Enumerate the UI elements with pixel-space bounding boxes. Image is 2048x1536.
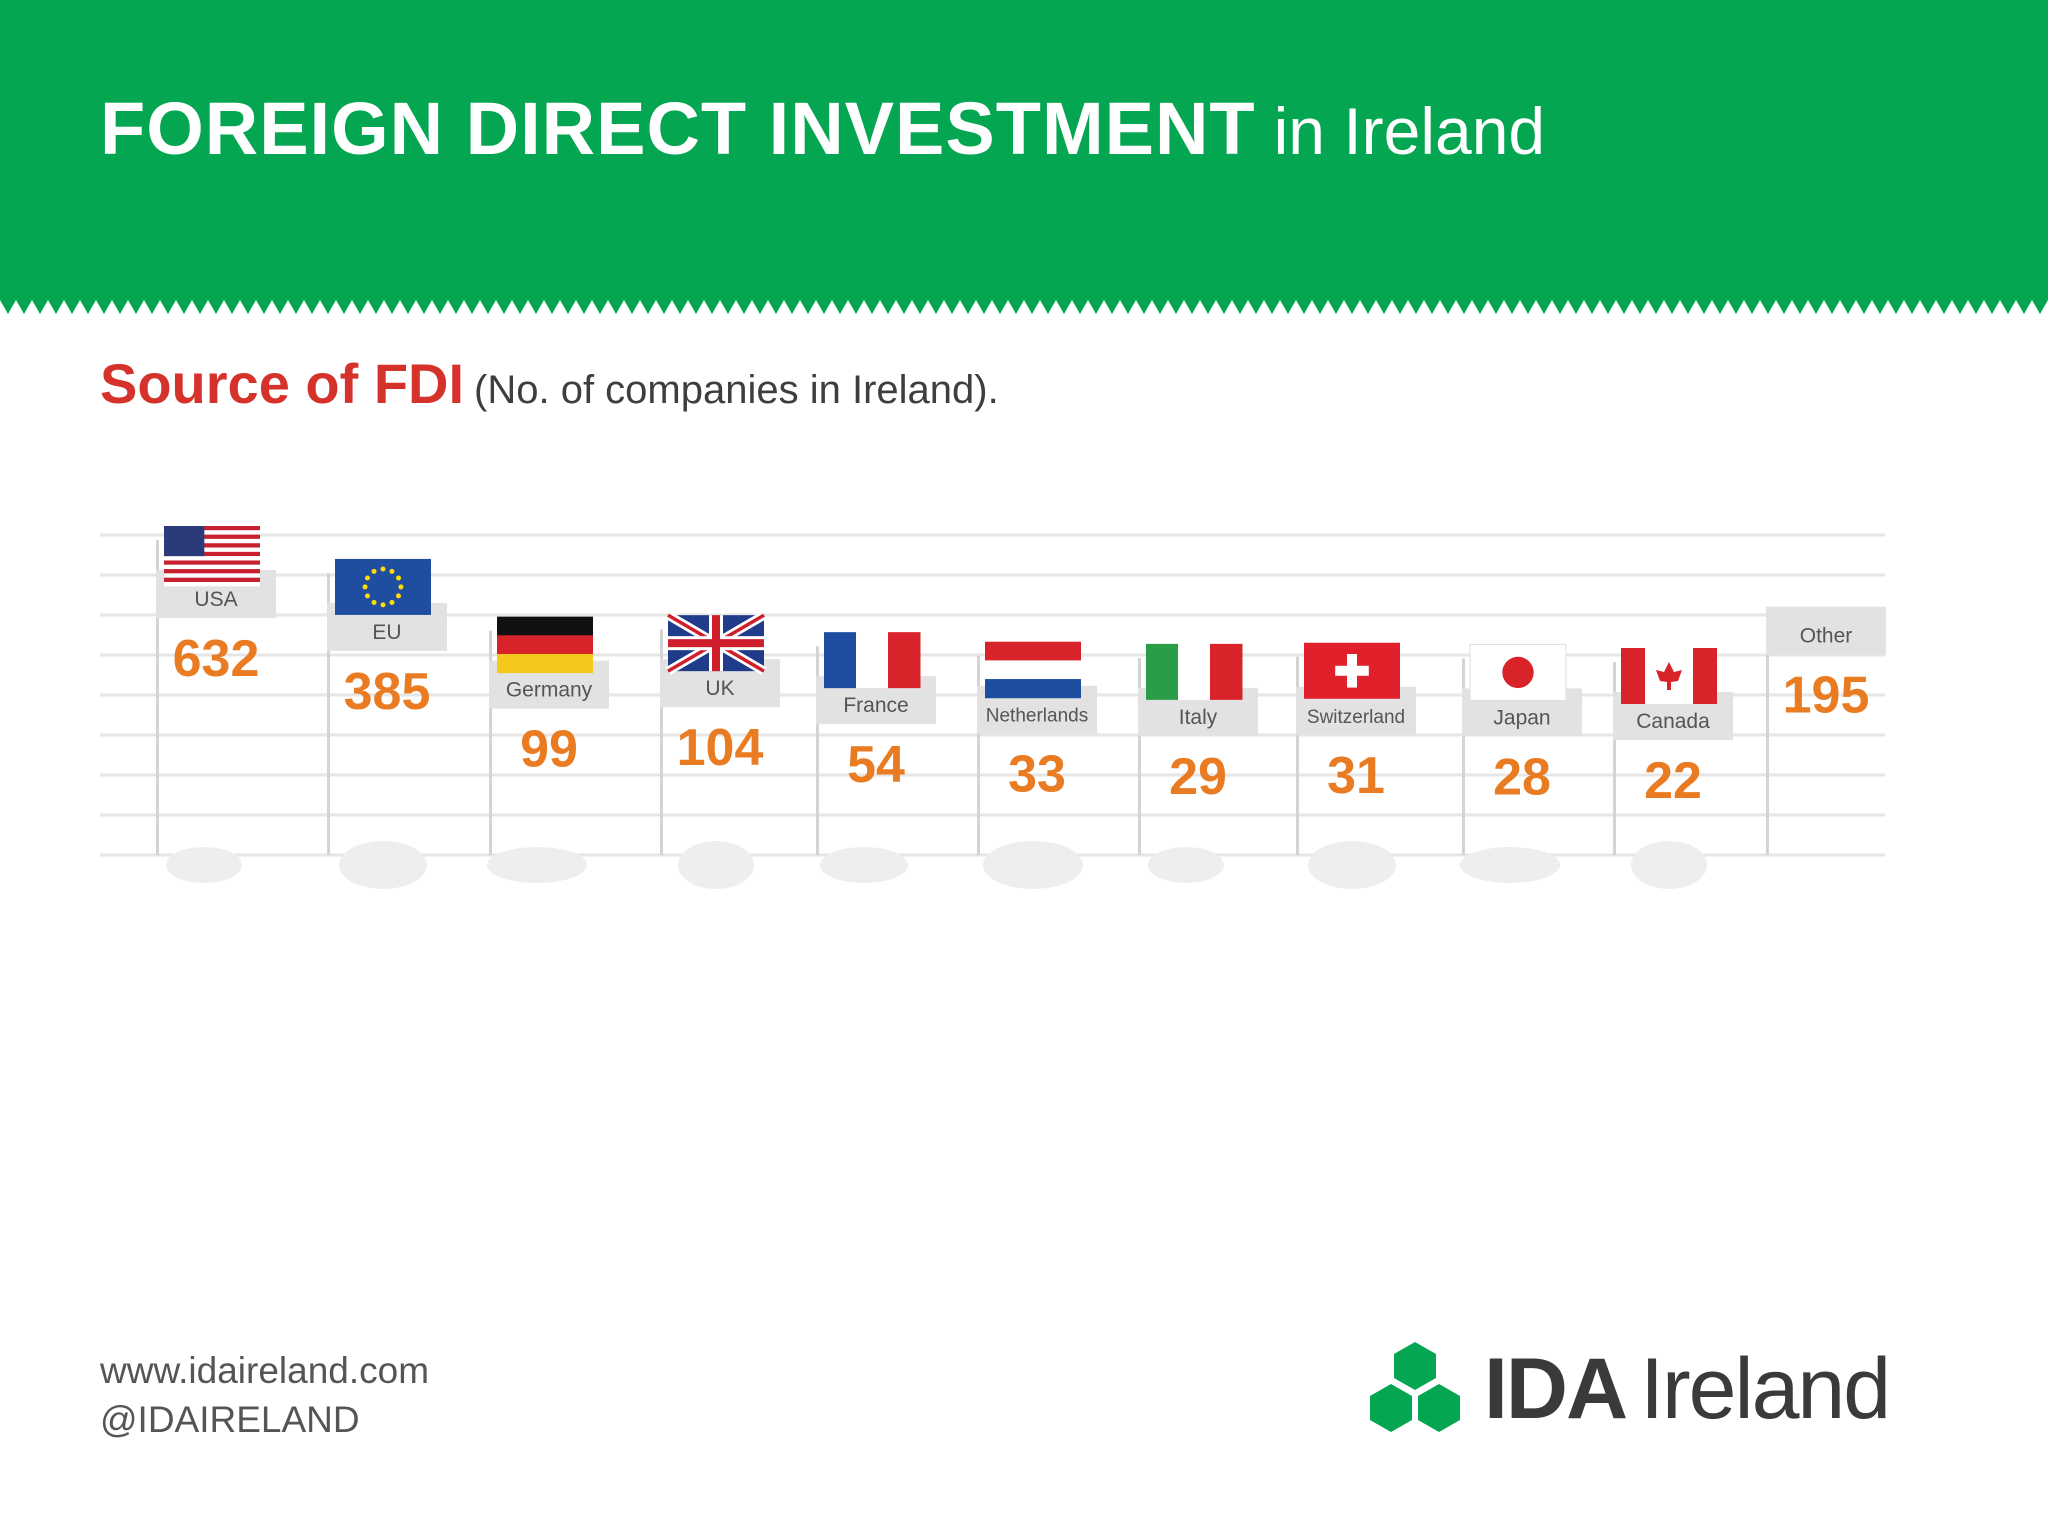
switzerland-flag	[1304, 642, 1400, 699]
logo-ida: IDA	[1484, 1341, 1628, 1437]
category-label: Japan	[1493, 706, 1550, 729]
label-box	[1766, 606, 1886, 655]
value-label: 632	[173, 630, 260, 688]
value-label: 195	[1783, 667, 1870, 725]
bar-netherlands: Netherlands 33	[977, 641, 1097, 855]
pole	[1462, 658, 1465, 855]
map-silhouettes	[166, 841, 1707, 889]
zigzag-edge	[0, 300, 2048, 314]
bar-other: Other 195	[1766, 606, 1886, 855]
bar-japan: Japan 28	[1462, 643, 1582, 855]
pole	[1613, 662, 1616, 855]
title-rest: in Ireland	[1273, 94, 1546, 168]
category-label: Netherlands	[986, 706, 1088, 727]
pole	[1138, 657, 1141, 855]
category-label: Other	[1800, 625, 1853, 648]
value-label: 33	[1008, 746, 1066, 804]
bar-france: France 54	[816, 632, 936, 855]
fdi-chart: USA 632 EU 385 Germany 99 UK 104 France 54 Netherl…	[100, 526, 1886, 889]
value-label: 29	[1169, 748, 1227, 806]
chart-heading: Source of FDI (No. of companies in Irelan…	[100, 356, 999, 412]
pole	[977, 655, 980, 855]
bar-canada: Canada 22	[1613, 648, 1733, 855]
category-label: EU	[372, 621, 401, 644]
pole	[660, 629, 663, 855]
value-label: 22	[1644, 752, 1702, 810]
japan-flag	[1469, 643, 1567, 701]
category-label: USA	[194, 588, 237, 611]
chart-heading-main: Source of FDI	[100, 352, 465, 415]
eu-flag	[335, 558, 431, 615]
pole	[489, 630, 492, 855]
category-label: Switzerland	[1307, 707, 1405, 728]
value-label: 104	[677, 719, 764, 777]
uk-flag	[665, 611, 767, 676]
value-label: 31	[1327, 747, 1385, 805]
pole	[1766, 606, 1769, 855]
category-label: UK	[705, 677, 734, 700]
pole	[327, 572, 330, 855]
france-flag	[824, 632, 921, 689]
chart-heading-note: (No. of companies in Ireland).	[474, 368, 999, 412]
value-label: 54	[847, 736, 905, 794]
bar-italy: Italy 29	[1138, 643, 1258, 855]
category-label: Canada	[1636, 710, 1710, 733]
twitter-handle[interactable]: @IDAIRELAND	[100, 1399, 360, 1440]
category-label: Italy	[1179, 706, 1218, 729]
title-bold: FOREIGN DIRECT INVESTMENT	[100, 87, 1256, 170]
ida-ireland-logo: IDA Ireland	[1360, 1338, 1960, 1448]
bar-switzerland: Switzerland 31	[1296, 642, 1416, 855]
germany-flag	[497, 616, 593, 674]
bar-usa: USA 632	[156, 526, 276, 855]
italy-flag	[1146, 643, 1243, 700]
hexagon-cluster-icon	[1370, 1342, 1460, 1432]
value-label: 385	[344, 663, 431, 721]
website-link[interactable]: www.idaireland.com	[100, 1350, 430, 1391]
category-label: Germany	[506, 679, 593, 702]
bar-uk: UK 104	[660, 611, 780, 855]
bar-eu: EU 385	[327, 558, 447, 855]
logo-wordmark: IDA Ireland	[1484, 1346, 1891, 1432]
value-label: 99	[520, 721, 578, 779]
category-label: France	[843, 694, 908, 717]
bar-germany: Germany 99	[489, 616, 609, 855]
pole	[156, 540, 159, 855]
logo-ireland: Ireland	[1640, 1341, 1891, 1437]
canada-flag	[1621, 648, 1717, 705]
header-banner	[0, 0, 2048, 300]
value-label: 28	[1493, 748, 1551, 806]
usa-flag	[164, 526, 260, 587]
pole	[816, 646, 819, 855]
page-title: FOREIGN DIRECT INVESTMENT in Ireland	[100, 92, 1545, 166]
pole	[1296, 656, 1299, 855]
netherlands-flag	[985, 641, 1081, 699]
footer-contact: www.idaireland.com @IDAIRELAND	[100, 1346, 429, 1444]
